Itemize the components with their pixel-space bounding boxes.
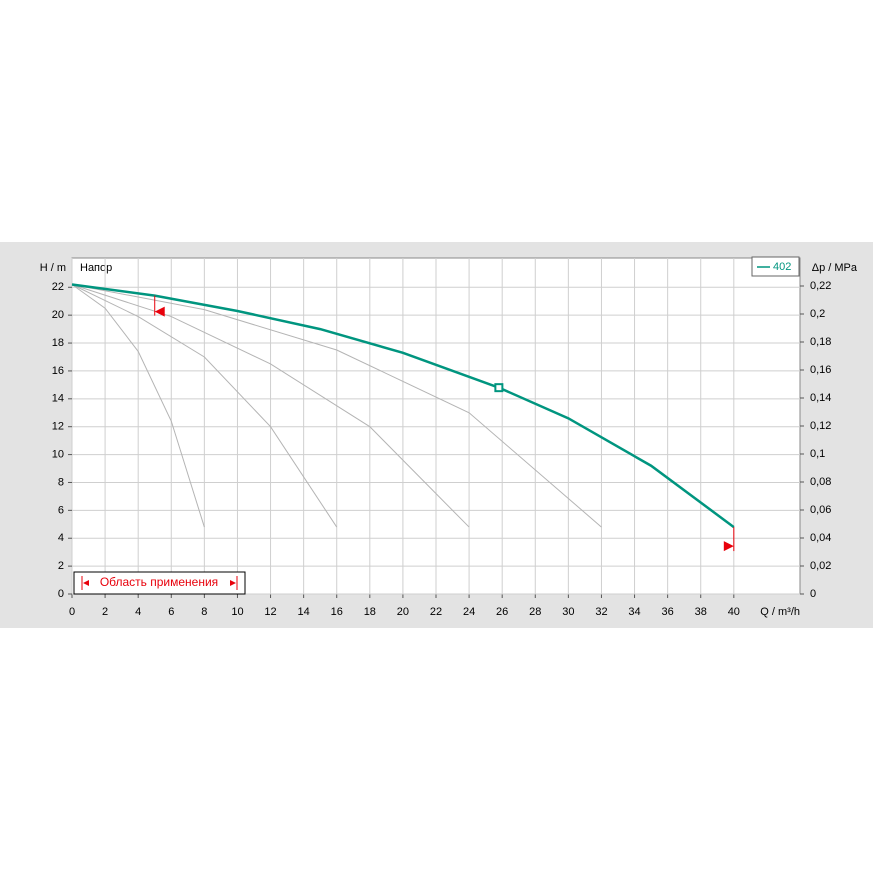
y-axis-label: H / m	[40, 262, 66, 274]
annotation: Напор	[80, 262, 112, 274]
y-tick-label: 12	[52, 421, 64, 433]
range-box-arrow	[83, 580, 89, 586]
range-max-marker	[723, 541, 734, 552]
x-axis-label: Q / m³/h	[760, 606, 800, 618]
y2-tick-label: 0,04	[810, 532, 831, 544]
x-tick-label: 12	[264, 606, 276, 618]
x-tick-label: 24	[463, 606, 475, 618]
x-tick-label: 38	[695, 606, 707, 618]
x-tick-label: 20	[397, 606, 409, 618]
x-tick-label: 2	[102, 606, 108, 618]
y-tick-label: 0	[58, 588, 64, 600]
y2-tick-label: 0,14	[810, 392, 831, 404]
y-tick-label: 10	[52, 448, 64, 460]
x-tick-label: 6	[168, 606, 174, 618]
y-tick-label: 4	[58, 532, 64, 544]
y2-tick-label: 0,22	[810, 280, 831, 292]
legend-label: 402	[773, 261, 791, 273]
y2-tick-label: 0,02	[810, 560, 831, 572]
y2-tick-label: 0,06	[810, 504, 831, 516]
x-tick-label: 16	[331, 606, 343, 618]
reference-curve	[71, 283, 602, 528]
y2-tick-label: 0,12	[810, 420, 831, 432]
y2-tick-label: 0	[810, 588, 816, 600]
x-tick-label: 30	[562, 606, 574, 618]
reference-curve	[71, 284, 338, 528]
x-tick-label: 40	[728, 606, 740, 618]
range-label: Область применения	[100, 575, 218, 589]
x-tick-label: 14	[298, 606, 310, 618]
y2-tick-label: 0,2	[810, 308, 825, 320]
x-tick-label: 0	[69, 606, 75, 618]
x-tick-label: 34	[628, 606, 640, 618]
x-tick-label: 26	[496, 606, 508, 618]
y-tick-label: 22	[52, 281, 64, 293]
x-tick-label: 4	[135, 606, 141, 618]
x-tick-label: 28	[529, 606, 541, 618]
y-tick-label: 14	[52, 393, 64, 405]
x-tick-label: 10	[231, 606, 243, 618]
y-tick-label: 6	[58, 504, 64, 516]
x-tick-label: 18	[364, 606, 376, 618]
reference-curve	[71, 284, 470, 528]
y-tick-label: 18	[52, 337, 64, 349]
y-tick-label: 16	[52, 365, 64, 377]
y-tick-label: 8	[58, 476, 64, 488]
x-tick-label: 32	[595, 606, 607, 618]
y-tick-label: 2	[58, 560, 64, 572]
y2-tick-label: 0,18	[810, 336, 831, 348]
legend-box	[751, 256, 800, 277]
y-tick-label: 20	[52, 309, 64, 321]
y2-tick-label: 0,1	[810, 448, 825, 460]
range-box-arrow	[230, 580, 236, 586]
range-min-marker	[154, 306, 165, 317]
x-tick-label: 22	[430, 606, 442, 618]
operating-point	[494, 383, 504, 393]
y2-tick-label: 0,16	[810, 364, 831, 376]
reference-curve	[71, 284, 205, 528]
x-tick-label: 36	[662, 606, 674, 618]
range-box	[73, 571, 246, 595]
y2-tick-label: 0,08	[810, 476, 831, 488]
series-line	[71, 283, 735, 529]
y2-axis-label: Δp / MPa	[812, 262, 858, 274]
x-tick-label: 8	[201, 606, 207, 618]
